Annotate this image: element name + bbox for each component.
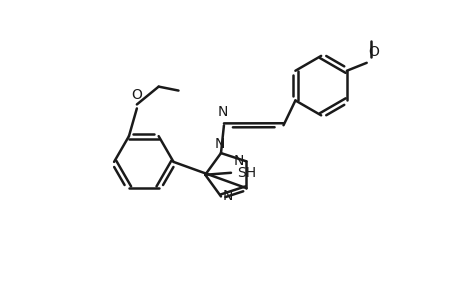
Text: O: O: [368, 45, 379, 59]
Text: O: O: [131, 88, 142, 103]
Text: SH: SH: [236, 166, 256, 180]
Text: N: N: [217, 105, 228, 119]
Text: N: N: [214, 137, 225, 151]
Text: N: N: [234, 154, 244, 168]
Text: N: N: [223, 189, 233, 203]
